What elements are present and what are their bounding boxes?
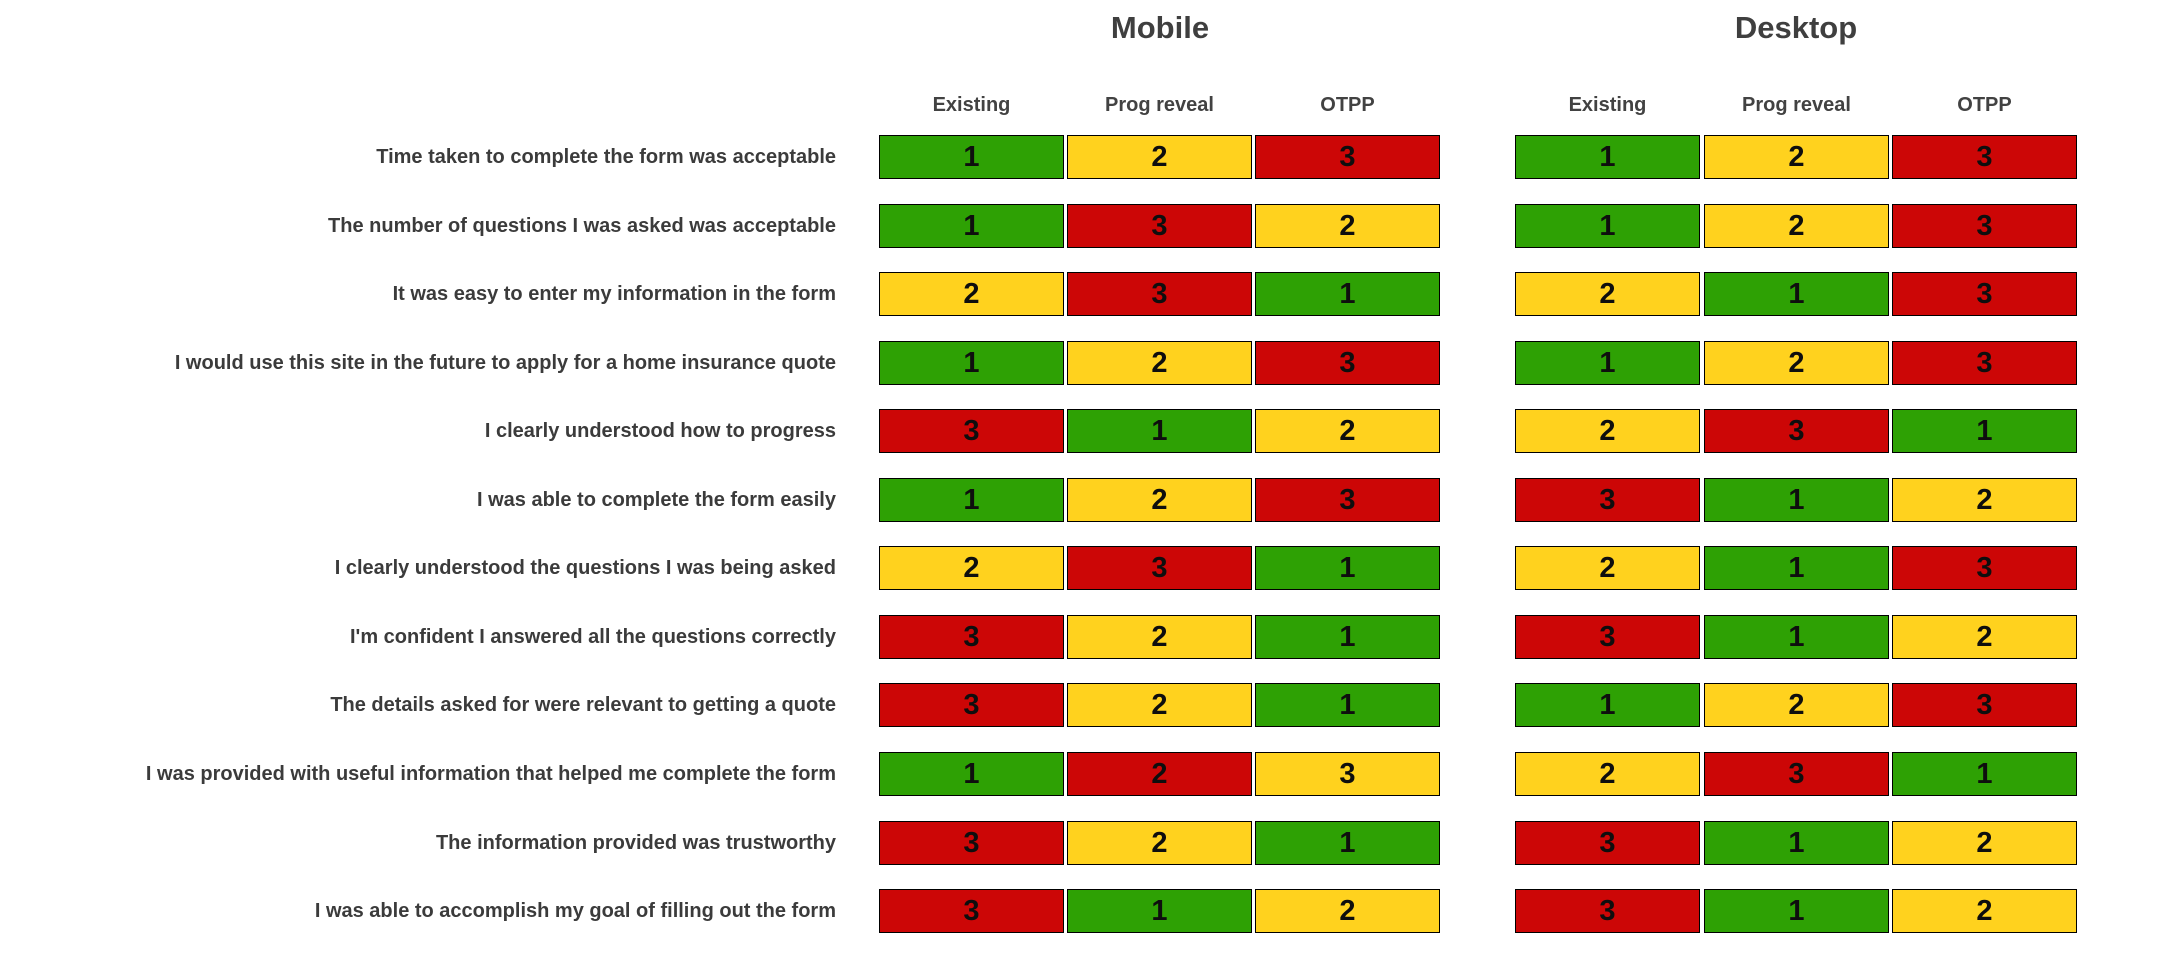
rank-cell-desktop-otpp: 2 [1892,821,2077,865]
rank-cell-desktop-existing: 1 [1515,341,1700,385]
rank-cell-desktop-prog-reveal: 2 [1704,341,1889,385]
rank-cell-mobile-prog-reveal: 2 [1067,752,1252,796]
rank-cell-mobile-otpp: 3 [1255,341,1440,385]
rank-cell-mobile-existing: 3 [879,409,1064,453]
rank-cell-desktop-prog-reveal: 2 [1704,204,1889,248]
row-label: I was able to accomplish my goal of fill… [314,900,836,922]
rank-cell-desktop-otpp: 3 [1892,341,2077,385]
rank-cell-desktop-prog-reveal: 2 [1704,135,1889,179]
row-label: I clearly understood the questions I was… [334,557,836,579]
rank-cell-mobile-otpp: 1 [1255,272,1440,316]
rank-cell-desktop-existing: 1 [1515,204,1700,248]
rank-cell-desktop-otpp: 2 [1892,615,2077,659]
row-label: I clearly understood how to progress [484,420,836,442]
rank-cell-mobile-prog-reveal: 2 [1067,135,1252,179]
rank-cell-desktop-prog-reveal: 1 [1704,272,1889,316]
rank-cell-mobile-prog-reveal: 2 [1067,821,1252,865]
rank-cell-desktop-prog-reveal: 3 [1704,752,1889,796]
group-title-mobile: Mobile [1110,10,1210,45]
row-label: I was able to complete the form easily [476,489,836,511]
rank-cell-mobile-otpp: 1 [1255,821,1440,865]
rank-cell-mobile-existing: 3 [879,821,1064,865]
row-label: It was easy to enter my information in t… [392,283,836,305]
row-label: I was provided with useful information t… [145,763,836,785]
column-header-mobile-prog-reveal: Prog reveal [1105,94,1214,116]
rank-cell-mobile-otpp: 3 [1255,135,1440,179]
rank-cell-desktop-prog-reveal: 3 [1704,409,1889,453]
rank-cell-desktop-otpp: 1 [1892,752,2077,796]
rank-cell-mobile-existing: 3 [879,615,1064,659]
rank-cell-desktop-otpp: 3 [1892,135,2077,179]
rank-cell-mobile-otpp: 1 [1255,683,1440,727]
rank-cell-mobile-prog-reveal: 2 [1067,478,1252,522]
row-label: I'm confident I answered all the questio… [350,626,836,648]
rank-cell-desktop-prog-reveal: 1 [1704,821,1889,865]
rank-cell-mobile-otpp: 3 [1255,752,1440,796]
rank-cell-desktop-prog-reveal: 2 [1704,683,1889,727]
rank-cell-mobile-otpp: 2 [1255,889,1440,933]
rank-cell-mobile-existing: 2 [879,272,1064,316]
rank-cell-desktop-existing: 3 [1515,889,1700,933]
row-label: The number of questions I was asked was … [328,215,836,237]
rank-cell-desktop-existing: 2 [1515,546,1700,590]
rank-cell-mobile-otpp: 1 [1255,546,1440,590]
rank-cell-desktop-prog-reveal: 1 [1704,478,1889,522]
rank-cell-desktop-existing: 1 [1515,683,1700,727]
rank-cell-mobile-existing: 1 [879,135,1064,179]
rank-cell-mobile-otpp: 1 [1255,615,1440,659]
rank-cell-desktop-otpp: 3 [1892,683,2077,727]
rank-cell-desktop-otpp: 2 [1892,889,2077,933]
rank-cell-mobile-prog-reveal: 2 [1067,615,1252,659]
rank-cell-mobile-existing: 3 [879,889,1064,933]
rank-cell-desktop-prog-reveal: 1 [1704,615,1889,659]
rank-cell-desktop-prog-reveal: 1 [1704,889,1889,933]
column-header-desktop-prog-reveal: Prog reveal [1742,94,1851,116]
rank-cell-mobile-existing: 1 [879,341,1064,385]
row-label: I would use this site in the future to a… [174,352,836,374]
rank-cell-desktop-existing: 2 [1515,752,1700,796]
rank-cell-mobile-prog-reveal: 1 [1067,889,1252,933]
column-header-desktop-existing: Existing [1568,94,1647,116]
rank-cell-desktop-otpp: 3 [1892,204,2077,248]
row-label: The information provided was trustworthy [435,832,836,854]
rank-cell-mobile-existing: 3 [879,683,1064,727]
rank-cell-desktop-otpp: 2 [1892,478,2077,522]
row-label: Time taken to complete the form was acce… [376,146,836,168]
rank-cell-mobile-prog-reveal: 3 [1067,272,1252,316]
rank-cell-mobile-otpp: 2 [1255,409,1440,453]
rank-cell-mobile-prog-reveal: 2 [1067,683,1252,727]
rank-cell-mobile-prog-reveal: 3 [1067,204,1252,248]
rank-cell-desktop-existing: 3 [1515,821,1700,865]
rank-cell-desktop-prog-reveal: 1 [1704,546,1889,590]
rank-cell-desktop-existing: 2 [1515,409,1700,453]
rank-cell-mobile-otpp: 2 [1255,204,1440,248]
rank-cell-desktop-otpp: 1 [1892,409,2077,453]
row-label: The details asked for were relevant to g… [330,694,836,716]
column-header-desktop-otpp: OTPP [1957,94,2012,116]
rank-cell-desktop-existing: 3 [1515,615,1700,659]
rank-cell-desktop-existing: 3 [1515,478,1700,522]
rank-cell-mobile-prog-reveal: 1 [1067,409,1252,453]
rank-cell-mobile-existing: 1 [879,752,1064,796]
rank-cell-desktop-existing: 1 [1515,135,1700,179]
group-title-desktop: Desktop [1734,10,1858,45]
rank-cell-mobile-prog-reveal: 2 [1067,341,1252,385]
column-header-mobile-otpp: OTPP [1320,94,1375,116]
rank-cell-mobile-existing: 2 [879,546,1064,590]
rank-cell-mobile-prog-reveal: 3 [1067,546,1252,590]
column-header-mobile-existing: Existing [932,94,1011,116]
rank-cell-mobile-existing: 1 [879,478,1064,522]
rank-cell-desktop-existing: 2 [1515,272,1700,316]
rank-cell-mobile-otpp: 3 [1255,478,1440,522]
rank-cell-mobile-existing: 1 [879,204,1064,248]
rank-cell-desktop-otpp: 3 [1892,272,2077,316]
rank-cell-desktop-otpp: 3 [1892,546,2077,590]
